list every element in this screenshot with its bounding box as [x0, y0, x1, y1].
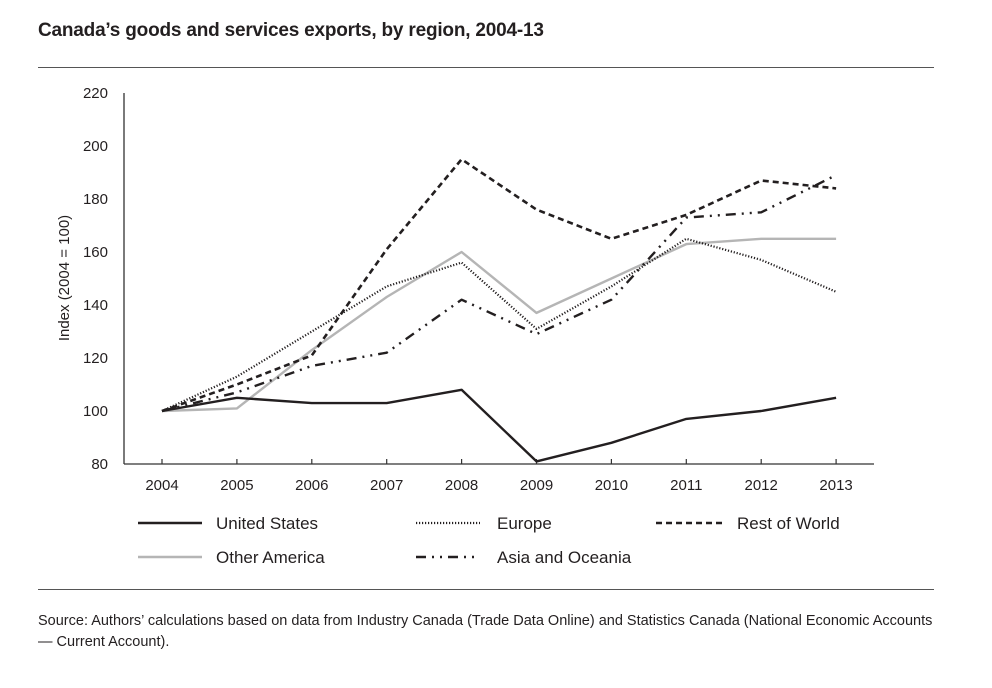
y-tick-label: 100 [83, 403, 108, 420]
y-tick-label: 140 [83, 297, 108, 314]
series-line-united-states [161, 388, 837, 463]
y-axis-label: Index (2004 = 100) [56, 215, 73, 341]
x-tick-label: 2010 [595, 477, 628, 494]
y-tick-label: 180 [83, 191, 108, 208]
legend-label: Rest of World [737, 514, 840, 533]
series-line-asia-and-oceania [161, 174, 837, 413]
chart-title: Canada’s goods and services exports, by … [38, 20, 544, 41]
x-tick-label: 2011 [670, 477, 702, 494]
series-line-europe [161, 237, 837, 412]
x-axis-ticks: 2004 2005 2006 2007 2008 2009 2010 2011 2012 2013 [145, 459, 853, 494]
x-tick-label: 2006 [295, 477, 328, 494]
x-tick-label: 2008 [445, 477, 478, 494]
y-tick-label: 80 [91, 456, 108, 473]
series-lines [161, 158, 837, 463]
y-tick-label: 220 [83, 85, 108, 102]
legend-label: United States [216, 514, 318, 533]
line-chart: 80 100 120 140 160 180 200 220 2004 2005 2006 2007… [56, 85, 874, 567]
series-line-rest-of-world [161, 158, 837, 413]
y-tick-label: 120 [83, 350, 108, 367]
y-tick-label: 160 [83, 244, 108, 261]
legend-label: Asia and Oceania [497, 548, 632, 567]
legend: United States Europe Rest of World Other Am… [138, 514, 840, 567]
legend-item: United States [138, 514, 318, 533]
legend-item: Europe [416, 514, 552, 533]
y-tick-label: 200 [83, 138, 108, 155]
source-note: Source: Authors’ calculations based on d… [38, 613, 933, 650]
x-tick-label: 2004 [145, 477, 178, 494]
bottom-divider [38, 589, 934, 590]
legend-label: Other America [216, 548, 325, 567]
legend-label: Europe [497, 514, 552, 533]
legend-item: Asia and Oceania [416, 548, 632, 567]
x-tick-label: 2012 [745, 477, 778, 494]
legend-item: Other America [138, 548, 325, 567]
axes [123, 93, 874, 465]
x-tick-label: 2009 [520, 477, 553, 494]
legend-item: Rest of World [656, 514, 840, 533]
x-tick-label: 2013 [819, 477, 852, 494]
series-line-other-america [161, 237, 837, 413]
y-axis-ticks: 80 100 120 140 160 180 200 220 [83, 85, 108, 473]
x-tick-label: 2007 [370, 477, 403, 494]
x-tick-label: 2005 [220, 477, 253, 494]
top-divider [38, 67, 934, 68]
